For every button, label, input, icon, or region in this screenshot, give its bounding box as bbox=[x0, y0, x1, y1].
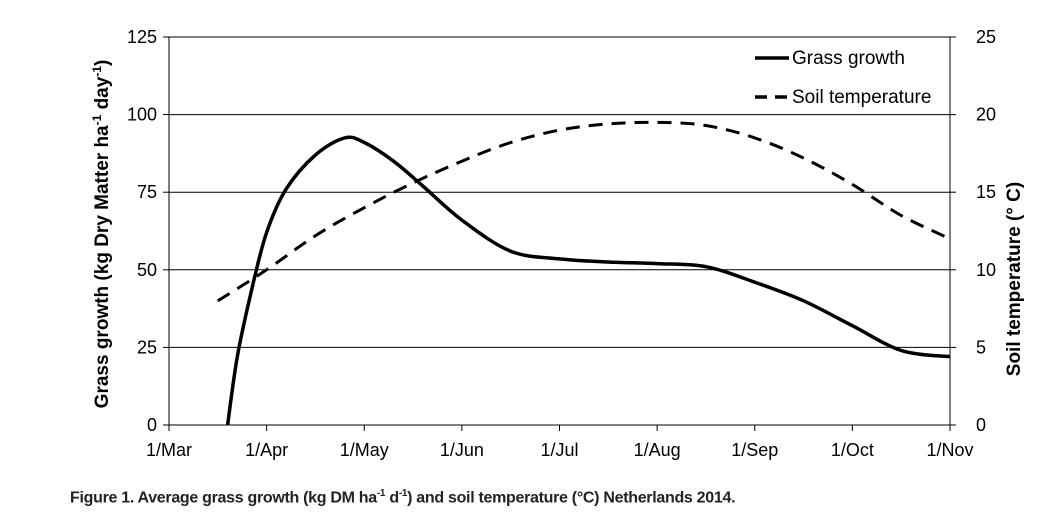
y2-axis-title: Soil temperature (° C) bbox=[1004, 182, 1025, 376]
x-axis-ticks: 1/Mar 1/Apr 1/May 1/Jun 1/Jul 1/Aug 1/Sep 1/Oct… bbox=[146, 440, 974, 460]
x-tick-label: 1/Jul bbox=[540, 440, 578, 460]
left-tick-label: 100 bbox=[127, 105, 157, 125]
x-tick-label: 1/Nov bbox=[926, 440, 973, 460]
right-tick-label: 10 bbox=[976, 260, 996, 280]
left-tick-label: 0 bbox=[147, 415, 157, 435]
y-axis-title: Grass growth (kg Dry Matter ha-1 day-1) bbox=[90, 60, 113, 409]
right-axis-ticks: 0 5 10 15 20 25 bbox=[976, 27, 996, 435]
legend-label-soil: Soil temperature bbox=[792, 87, 931, 108]
legend: Grass growth Soil temperature bbox=[755, 48, 931, 108]
left-tick-label: 125 bbox=[127, 27, 157, 47]
right-tick-label: 0 bbox=[976, 415, 986, 435]
grid-lines bbox=[163, 36, 956, 431]
figure-caption: Figure 1. Average grass growth (kg DM ha… bbox=[70, 488, 736, 507]
legend-label-grass: Grass growth bbox=[792, 48, 905, 69]
right-tick-label: 15 bbox=[976, 182, 996, 202]
left-axis-ticks: 0 25 50 75 100 125 bbox=[127, 27, 157, 435]
series-line-soil-temperature bbox=[217, 120, 951, 303]
right-tick-label: 5 bbox=[976, 337, 986, 357]
x-tick-label: 1/Apr bbox=[245, 440, 288, 460]
x-tick-label: 1/Oct bbox=[831, 440, 874, 460]
x-tick-label: 1/Jun bbox=[440, 440, 484, 460]
right-tick-label: 20 bbox=[976, 105, 996, 125]
left-tick-label: 25 bbox=[137, 337, 157, 357]
left-tick-label: 75 bbox=[137, 182, 157, 202]
x-tick-label: 1/Mar bbox=[146, 440, 192, 460]
series-line-grass-growth bbox=[225, 135, 951, 426]
x-tick-label: 1/Aug bbox=[634, 440, 681, 460]
left-tick-label: 50 bbox=[137, 260, 157, 280]
right-tick-label: 25 bbox=[976, 27, 996, 47]
x-tick-label: 1/May bbox=[340, 440, 389, 460]
x-tick-label: 1/Sep bbox=[731, 440, 778, 460]
chart: 0 25 50 75 100 125 0 5 10 15 20 25 1/Mar 1/Apr 1/May… bbox=[90, 27, 1025, 460]
series-layer bbox=[217, 120, 951, 426]
